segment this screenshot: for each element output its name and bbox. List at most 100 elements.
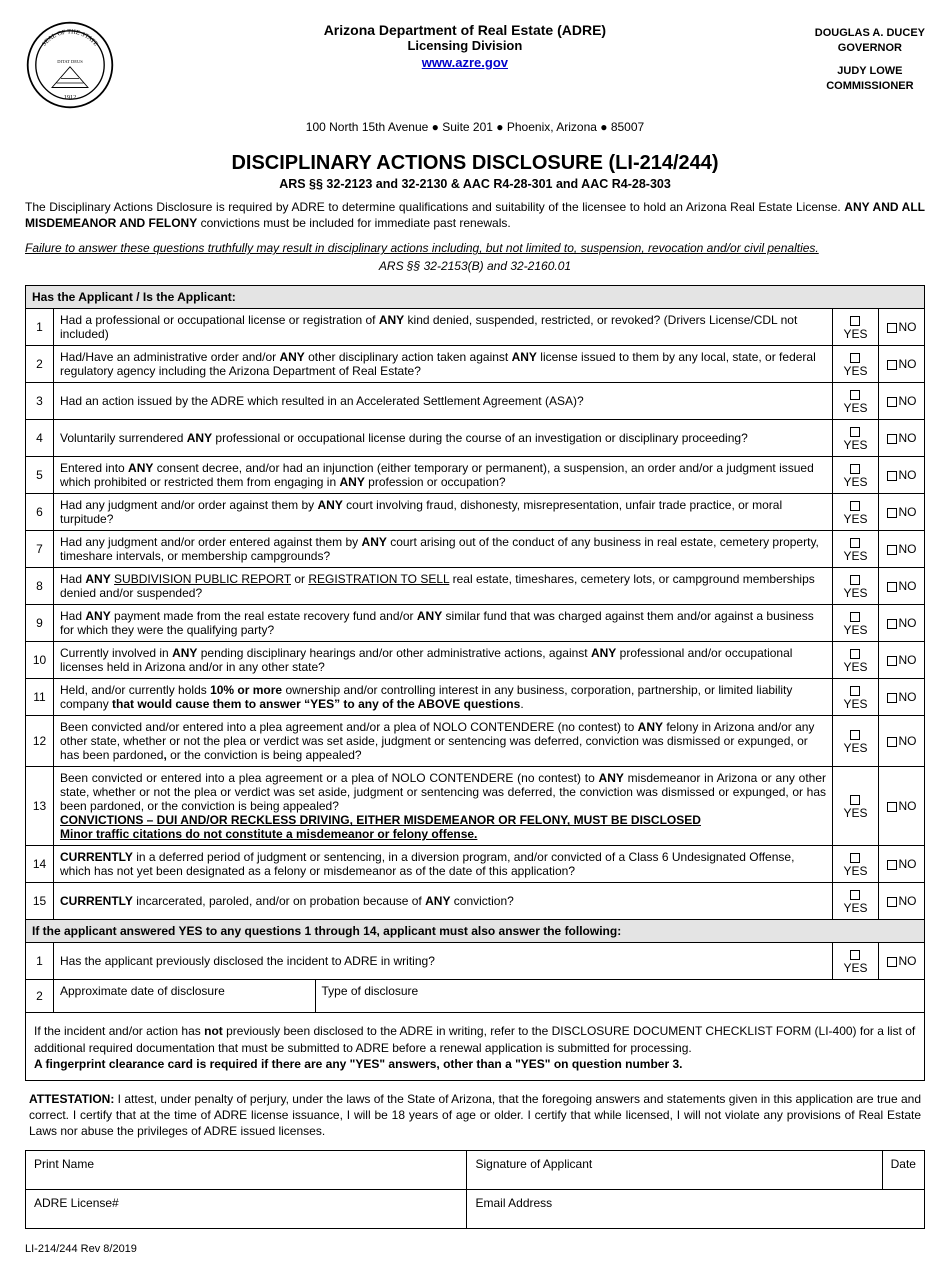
checkbox-icon[interactable] — [850, 390, 860, 400]
checkbox-icon[interactable] — [850, 464, 860, 474]
checkbox-icon[interactable] — [887, 360, 897, 370]
answer-yes[interactable]: YES — [833, 716, 879, 767]
checkbox-icon[interactable] — [887, 897, 897, 907]
checkbox-icon[interactable] — [887, 860, 897, 870]
checkbox-icon[interactable] — [887, 802, 897, 812]
answer-no[interactable]: NO — [879, 531, 925, 568]
question-number: 1 — [26, 309, 54, 346]
question-number: 12 — [26, 716, 54, 767]
header: SEAL OF THE STATE DITAT DEUS 1912 Arizon… — [25, 20, 925, 110]
question-text: Had an action issued by the ADRE which r… — [54, 383, 833, 420]
answer-yes[interactable]: YES — [833, 531, 879, 568]
checkbox-icon[interactable] — [850, 575, 860, 585]
disclosure-date-label[interactable]: Approximate date of disclosure — [54, 980, 315, 1012]
answer-no[interactable]: NO — [879, 420, 925, 457]
question-row: 6Had any judgment and/or order against t… — [26, 494, 925, 531]
question-number: 4 — [26, 420, 54, 457]
checkbox-icon[interactable] — [887, 737, 897, 747]
checkbox-icon[interactable] — [887, 397, 897, 407]
answer-no[interactable]: NO — [879, 883, 925, 920]
question-number: 11 — [26, 679, 54, 716]
signature-field[interactable]: Signature of Applicant — [467, 1150, 882, 1189]
answer-yes[interactable]: YES — [833, 346, 879, 383]
website-link[interactable]: www.azre.gov — [422, 55, 508, 70]
checkbox-icon[interactable] — [850, 890, 860, 900]
question-text: Held, and/or currently holds 10% or more… — [54, 679, 833, 716]
answer-no[interactable]: NO — [879, 767, 925, 846]
followup-1-text: Has the applicant previously disclosed t… — [54, 943, 833, 980]
question-row: 8Had ANY SUBDIVISION PUBLIC REPORT or RE… — [26, 568, 925, 605]
answer-no[interactable]: NO — [879, 346, 925, 383]
checkbox-icon[interactable] — [850, 427, 860, 437]
answer-no[interactable]: NO — [879, 679, 925, 716]
answer-no[interactable]: NO — [879, 716, 925, 767]
question-row: 15CURRENTLY incarcerated, paroled, and/o… — [26, 883, 925, 920]
checkbox-icon[interactable] — [887, 693, 897, 703]
answer-no[interactable]: NO — [879, 383, 925, 420]
answer-yes[interactable]: YES — [833, 767, 879, 846]
checkbox-icon[interactable] — [887, 508, 897, 518]
answer-no[interactable]: NO — [879, 642, 925, 679]
email-field[interactable]: Email Address — [467, 1189, 925, 1228]
answer-yes[interactable]: YES — [833, 383, 879, 420]
question-text: Been convicted or entered into a plea ag… — [54, 767, 833, 846]
disclosure-type-label[interactable]: Type of disclosure — [315, 980, 924, 1012]
department-name: Arizona Department of Real Estate (ADRE) — [115, 22, 815, 38]
form-title: DISCIPLINARY ACTIONS DISCLOSURE (LI-214/… — [25, 152, 925, 175]
checkbox-icon[interactable] — [887, 656, 897, 666]
checkbox-icon[interactable] — [850, 353, 860, 363]
checkbox-icon[interactable] — [887, 582, 897, 592]
checkbox-icon[interactable] — [850, 853, 860, 863]
answer-yes[interactable]: YES — [833, 568, 879, 605]
signature-table: Print Name Signature of Applicant Date A… — [25, 1150, 925, 1229]
checkbox-icon[interactable] — [887, 323, 897, 333]
answer-no[interactable]: NO — [879, 309, 925, 346]
governor-name: DOUGLAS A. DUCEY — [815, 26, 925, 41]
answer-yes[interactable]: YES — [833, 457, 879, 494]
answer-no[interactable]: NO — [879, 494, 925, 531]
answer-yes[interactable]: YES — [833, 846, 879, 883]
checkbox-icon[interactable] — [887, 957, 897, 967]
checkbox-icon[interactable] — [850, 649, 860, 659]
checkbox-icon[interactable] — [887, 434, 897, 444]
answer-yes[interactable]: YES — [833, 642, 879, 679]
checkbox-icon[interactable] — [887, 545, 897, 555]
question-number: 10 — [26, 642, 54, 679]
question-text: CURRENTLY in a deferred period of judgme… — [54, 846, 833, 883]
checkbox-icon[interactable] — [850, 795, 860, 805]
checkbox-icon[interactable] — [850, 538, 860, 548]
question-text: Entered into ANY consent decree, and/or … — [54, 457, 833, 494]
checkbox-icon[interactable] — [887, 471, 897, 481]
intro-text-c: convictions must be included for immedia… — [197, 216, 510, 230]
question-row: 9Had ANY payment made from the real esta… — [26, 605, 925, 642]
answer-yes[interactable]: YES — [833, 494, 879, 531]
answer-no[interactable]: NO — [879, 457, 925, 494]
governor-title: GOVERNOR — [815, 41, 925, 56]
checkbox-icon[interactable] — [887, 619, 897, 629]
followup-1-no[interactable]: NO — [879, 943, 925, 980]
answer-yes[interactable]: YES — [833, 883, 879, 920]
checkbox-icon[interactable] — [850, 612, 860, 622]
date-field[interactable]: Date — [882, 1150, 924, 1189]
answer-no[interactable]: NO — [879, 605, 925, 642]
checkbox-icon[interactable] — [850, 686, 860, 696]
answer-yes[interactable]: YES — [833, 420, 879, 457]
answer-no[interactable]: NO — [879, 568, 925, 605]
question-text: Had any judgment and/or order entered ag… — [54, 531, 833, 568]
answer-yes[interactable]: YES — [833, 679, 879, 716]
question-number: 7 — [26, 531, 54, 568]
answer-yes[interactable]: YES — [833, 309, 879, 346]
answer-yes[interactable]: YES — [833, 605, 879, 642]
revision-footer: LI-214/244 Rev 8/2019 — [25, 1243, 925, 1255]
checkbox-icon[interactable] — [850, 730, 860, 740]
checkbox-icon[interactable] — [850, 950, 860, 960]
question-number: 3 — [26, 383, 54, 420]
checkbox-icon[interactable] — [850, 501, 860, 511]
answer-no[interactable]: NO — [879, 846, 925, 883]
license-number-field[interactable]: ADRE License# — [26, 1189, 467, 1228]
checkbox-icon[interactable] — [850, 316, 860, 326]
print-name-field[interactable]: Print Name — [26, 1150, 467, 1189]
question-row: 4Voluntarily surrendered ANY professiona… — [26, 420, 925, 457]
followup-1-yes[interactable]: YES — [833, 943, 879, 980]
division-name: Licensing Division — [115, 38, 815, 53]
